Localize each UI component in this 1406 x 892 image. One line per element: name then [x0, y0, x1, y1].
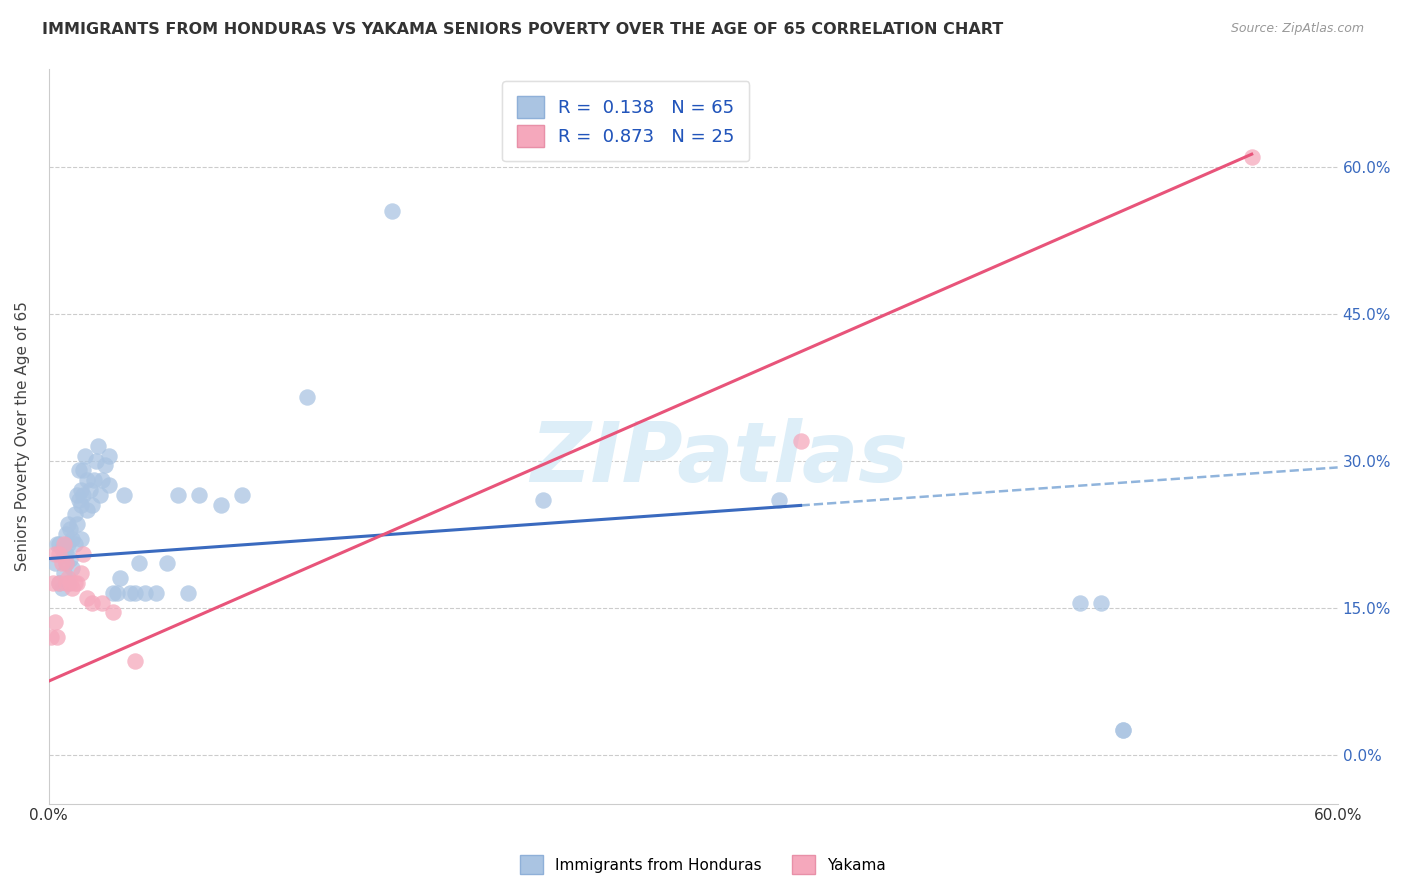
Point: [72, 488, 94, 502]
Point: [56, 576, 79, 591]
Point: [89, 488, 111, 502]
Point: [1112, 723, 1135, 738]
Point: [63, 508, 86, 522]
Point: [789, 434, 811, 448]
Point: [188, 488, 211, 502]
Point: [103, 606, 125, 620]
Point: [128, 557, 150, 571]
Point: [231, 488, 253, 502]
Point: [72, 547, 94, 561]
Point: [60, 532, 83, 546]
Point: [56, 517, 79, 532]
Point: [55, 547, 77, 561]
Point: [63, 537, 86, 551]
Point: [67, 463, 90, 477]
Point: [295, 390, 318, 404]
Point: [48, 576, 70, 591]
Point: [103, 586, 125, 600]
Point: [156, 557, 179, 571]
Point: [56, 571, 79, 585]
Point: [70, 498, 93, 512]
Point: [66, 517, 89, 532]
Text: Source: ZipAtlas.com: Source: ZipAtlas.com: [1230, 22, 1364, 36]
Point: [72, 463, 94, 477]
Point: [80, 498, 103, 512]
Point: [124, 586, 146, 600]
Point: [48, 547, 70, 561]
Point: [51, 541, 73, 556]
Point: [768, 492, 790, 507]
Point: [87, 439, 110, 453]
Point: [52, 537, 75, 551]
Point: [209, 498, 232, 512]
Point: [44, 547, 66, 561]
Point: [51, 557, 73, 571]
Legend: Immigrants from Honduras, Yakama: Immigrants from Honduras, Yakama: [513, 849, 893, 880]
Point: [70, 566, 93, 581]
Point: [52, 547, 75, 561]
Point: [91, 596, 114, 610]
Point: [83, 473, 105, 487]
Point: [48, 576, 70, 591]
Point: [51, 581, 73, 595]
Point: [60, 581, 83, 595]
Point: [63, 576, 86, 591]
Point: [76, 591, 98, 605]
Point: [1240, 150, 1263, 164]
Point: [93, 458, 115, 473]
Y-axis label: Seniors Poverty Over the Age of 65: Seniors Poverty Over the Age of 65: [15, 301, 30, 571]
Point: [1090, 596, 1112, 610]
Point: [67, 492, 90, 507]
Point: [97, 478, 120, 492]
Point: [108, 571, 131, 585]
Point: [97, 449, 120, 463]
Point: [55, 527, 77, 541]
Point: [59, 551, 82, 566]
Legend: R =  0.138   N = 65, R =  0.873   N = 25: R = 0.138 N = 65, R = 0.873 N = 25: [502, 81, 749, 161]
Point: [46, 537, 69, 551]
Point: [145, 586, 167, 600]
Point: [75, 449, 97, 463]
Point: [120, 586, 142, 600]
Point: [166, 488, 188, 502]
Point: [79, 483, 101, 497]
Point: [44, 615, 66, 630]
Point: [48, 537, 70, 551]
Point: [76, 473, 98, 487]
Point: [44, 557, 66, 571]
Point: [60, 561, 83, 575]
Point: [112, 488, 135, 502]
Point: [52, 566, 75, 581]
Point: [531, 492, 554, 507]
Point: [91, 473, 114, 487]
Point: [76, 502, 98, 516]
Point: [56, 537, 79, 551]
Point: [55, 557, 77, 571]
Point: [70, 483, 93, 497]
Point: [59, 522, 82, 536]
Point: [66, 576, 89, 591]
Text: ZIPatlas: ZIPatlas: [530, 417, 908, 499]
Point: [84, 453, 107, 467]
Point: [107, 586, 129, 600]
Point: [59, 576, 82, 591]
Point: [55, 557, 77, 571]
Point: [42, 576, 65, 591]
Point: [39, 630, 62, 644]
Point: [55, 576, 77, 591]
Point: [134, 586, 156, 600]
Point: [124, 655, 146, 669]
Point: [80, 596, 103, 610]
Point: [1112, 723, 1135, 738]
Point: [46, 630, 69, 644]
Point: [66, 488, 89, 502]
Point: [177, 586, 200, 600]
Point: [381, 203, 404, 218]
Point: [70, 532, 93, 546]
Text: IMMIGRANTS FROM HONDURAS VS YAKAMA SENIORS POVERTY OVER THE AGE OF 65 CORRELATIO: IMMIGRANTS FROM HONDURAS VS YAKAMA SENIO…: [42, 22, 1004, 37]
Point: [1069, 596, 1091, 610]
